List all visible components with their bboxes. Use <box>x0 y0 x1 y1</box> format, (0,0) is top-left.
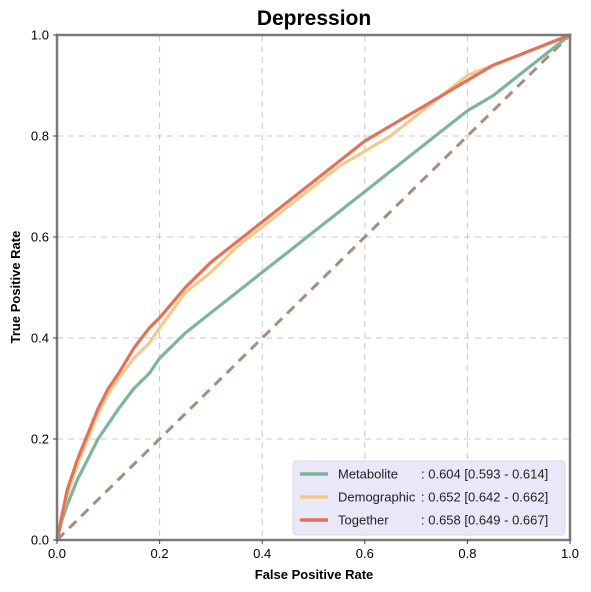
legend-entry-name: Together <box>338 513 389 528</box>
y-tick-label: 0.0 <box>31 533 49 548</box>
series-line-together <box>55 33 572 542</box>
y-tick-label: 0.8 <box>31 129 49 144</box>
x-tick-label: 0.4 <box>253 546 271 561</box>
x-tick-label: 0.8 <box>458 546 476 561</box>
legend: Metabolite : 0.604 [0.593 - 0.614] Demogra… <box>292 460 566 536</box>
y-axis-label: True Positive Rate <box>8 231 23 344</box>
legend-entry-value: : 0.658 [0.649 - 0.667] <box>421 513 548 528</box>
chance-diagonal-line <box>55 33 572 542</box>
x-tick-label: 0.2 <box>151 546 169 561</box>
x-tick-label: 0.6 <box>356 546 374 561</box>
legend-entry-name: Metabolite <box>338 467 398 482</box>
legend-box <box>292 460 566 536</box>
y-tick-label: 0.2 <box>31 432 49 447</box>
diagonal-layer <box>55 33 572 542</box>
grid-layer <box>57 35 570 540</box>
y-tick-label: 0.6 <box>31 230 49 245</box>
x-axis-label: False Positive Rate <box>255 567 374 582</box>
tick-layer: 0.0 0.2 0.4 0.6 0.8 1.0 0.0 0.2 0.4 0.6 0.8 1.0 <box>31 28 579 562</box>
x-tick-label: 0.0 <box>48 546 66 561</box>
y-tick-label: 0.4 <box>31 331 49 346</box>
legend-entry-value: : 0.652 [0.642 - 0.662] <box>421 490 548 505</box>
legend-entry-name: Demographic <box>338 490 416 505</box>
series-layer <box>55 33 572 542</box>
chart-title: Depression <box>257 7 371 30</box>
x-tick-label: 1.0 <box>561 546 579 561</box>
legend-entry-value: : 0.604 [0.593 - 0.614] <box>421 467 548 482</box>
series-line-demographic <box>55 33 572 542</box>
y-tick-label: 1.0 <box>31 28 49 43</box>
plot-frame <box>55 33 572 542</box>
series-line-metabolite <box>55 33 572 542</box>
